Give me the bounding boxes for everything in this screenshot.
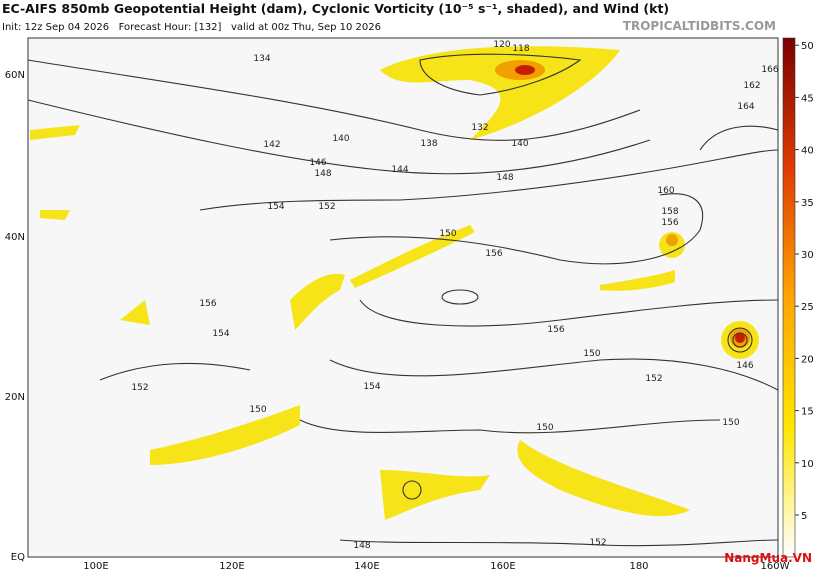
lat-label: 60N (5, 70, 25, 81)
contour-label: 140 (332, 134, 349, 144)
lon-label: 180 (629, 561, 648, 572)
colorbar-tick-label: 15 (801, 407, 814, 418)
colorbar-tick-label: 45 (801, 93, 814, 104)
contour-label: 158 (661, 207, 678, 217)
lat-label: 40N (5, 232, 25, 243)
contour-label: 162 (743, 81, 760, 91)
contour-label: 156 (485, 249, 502, 259)
watermark: NangMua.VN (724, 551, 812, 565)
contour-label: 152 (645, 374, 662, 384)
contour-label: 154 (363, 382, 380, 392)
contour-label: 166 (761, 65, 778, 75)
contour-label: 118 (512, 44, 529, 54)
title: EC-AIFS 850mb Geopotential Height (dam),… (2, 1, 669, 16)
colorbar-tick-label: 25 (801, 302, 814, 313)
contour-label: 134 (253, 54, 270, 64)
contour-label: 150 (583, 349, 600, 359)
contour-label: 132 (471, 123, 488, 133)
contour-label: 120 (493, 40, 510, 50)
colorbar-tick-label: 50 (801, 41, 814, 52)
contour-label: 154 (267, 202, 284, 212)
contour-label: 146 (736, 361, 753, 371)
contour-label: 152 (318, 202, 335, 212)
contour-label: 138 (420, 139, 437, 149)
lon-label: 100E (83, 561, 108, 572)
lon-label: 120E (219, 561, 244, 572)
map-frame (27, 37, 779, 558)
contour-label: 148 (314, 169, 331, 179)
lon-label: 160W (761, 561, 790, 572)
contour-label: 140 (511, 139, 528, 149)
contour-label: 152 (589, 538, 606, 548)
contour-label: 148 (496, 173, 513, 183)
colorbar-tick-label: 30 (801, 250, 814, 261)
contour-label: 150 (722, 418, 739, 428)
lon-label: 160E (490, 561, 515, 572)
lat-label: 20N (5, 392, 25, 403)
contour-label: 156 (661, 218, 678, 228)
lat-label: EQ (11, 552, 25, 563)
colorbar-tick-label: 40 (801, 146, 814, 157)
contour-label: 146 (309, 158, 326, 168)
contour-label: 164 (737, 102, 754, 112)
contour-label: 152 (131, 383, 148, 393)
height-contours (27, 53, 779, 547)
subtitle: Init: 12z Sep 04 2026 Forecast Hour: [13… (2, 22, 381, 33)
colorbar-tick-label: 10 (801, 459, 814, 470)
contour-label: 160 (657, 186, 674, 196)
colorbar-tick-label: 5 (801, 511, 807, 522)
contour-label: 156 (547, 325, 564, 335)
contour-label: 150 (439, 229, 456, 239)
contour-label: 142 (263, 140, 280, 150)
lon-label: 140E (354, 561, 379, 572)
site: TROPICALTIDBITS.COM (623, 19, 776, 33)
contour-label: 150 (536, 423, 553, 433)
contour-label: 150 (249, 405, 266, 415)
contour-label: 148 (353, 541, 370, 551)
colorbar-tick-label: 20 (801, 354, 814, 365)
contour-label: 154 (212, 329, 229, 339)
colorbar (782, 37, 796, 558)
contour-label: 156 (199, 299, 216, 309)
colorbar-tick-label: 35 (801, 198, 814, 209)
contour-label: 144 (391, 165, 408, 175)
